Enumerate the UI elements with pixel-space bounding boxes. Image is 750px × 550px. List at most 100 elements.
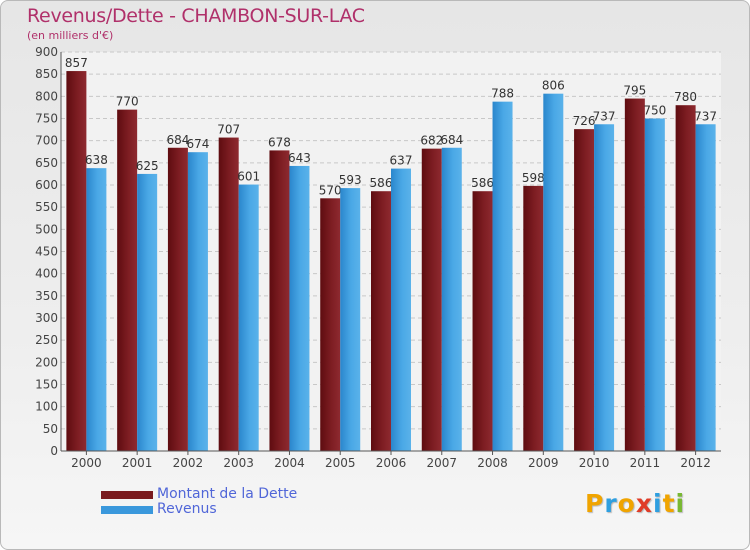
bar-dette <box>675 105 696 451</box>
bar-dette <box>624 98 645 452</box>
data-label: 598 <box>522 171 545 185</box>
logo-letter: x <box>635 489 653 518</box>
bar-dette <box>574 129 595 451</box>
data-label: 780 <box>674 90 697 104</box>
data-label: 643 <box>288 151 311 165</box>
data-label: 684 <box>166 133 189 147</box>
y-tick-label: 100 <box>35 400 58 414</box>
y-tick-label: 750 <box>35 112 58 126</box>
logo-letter: o <box>617 489 636 518</box>
data-label: 570 <box>319 183 342 197</box>
data-label: 601 <box>237 170 260 184</box>
bar-revenus <box>238 184 259 451</box>
bar-revenus <box>644 118 665 451</box>
data-label: 593 <box>339 173 362 187</box>
bar-revenus <box>492 101 513 452</box>
y-tick-label: 400 <box>35 267 58 281</box>
y-tick-label: 900 <box>35 45 58 59</box>
x-tick-label: 2002 <box>173 456 204 470</box>
data-label: 737 <box>694 109 717 123</box>
x-tick-label: 2006 <box>376 456 407 470</box>
data-label: 637 <box>390 154 413 168</box>
x-tick-label: 2004 <box>274 456 305 470</box>
x-tick-label: 2005 <box>325 456 356 470</box>
legend-swatch-dette <box>101 491 153 499</box>
legend-label-dette: Montant de la Dette <box>157 486 298 502</box>
bar-dette <box>371 191 391 451</box>
x-tick-label: 2000 <box>71 456 102 470</box>
data-label: 586 <box>471 176 494 190</box>
bar-dette <box>218 137 239 451</box>
legend-label-revenus: Revenus <box>157 501 217 517</box>
bar-dette <box>117 109 138 451</box>
y-tick-label: 650 <box>35 156 58 170</box>
bar-dette <box>167 147 188 451</box>
bar-dette <box>320 198 341 451</box>
bar-revenus <box>594 124 615 451</box>
x-tick-label: 2001 <box>122 456 153 470</box>
x-tick-label: 2003 <box>223 456 254 470</box>
y-tick-label: 200 <box>35 355 58 369</box>
proxiti-logo: Proxiti <box>585 489 685 518</box>
bar-dette <box>421 148 442 451</box>
data-label: 750 <box>643 104 666 118</box>
bar-revenus <box>543 93 564 451</box>
data-label: 857 <box>65 56 88 70</box>
y-tick-label: 700 <box>35 134 58 148</box>
logo-letter: i <box>653 489 663 518</box>
bar-revenus <box>391 168 411 451</box>
data-label: 678 <box>268 135 291 149</box>
data-label: 707 <box>217 123 240 137</box>
logo-letter: r <box>604 489 618 518</box>
y-tick-label: 800 <box>35 89 58 103</box>
logo-letter: t <box>662 489 676 518</box>
bar-revenus <box>86 168 107 452</box>
chart-title: Revenus/Dette - CHAMBON-SUR-LAC <box>27 5 365 27</box>
y-tick-label: 300 <box>35 311 58 325</box>
y-tick-label: 0 <box>50 444 58 458</box>
data-label: 684 <box>440 133 463 147</box>
y-tick-label: 150 <box>35 378 58 392</box>
bar-revenus <box>340 188 361 451</box>
bar-dette <box>472 191 493 451</box>
data-label: 795 <box>623 84 646 98</box>
bar-revenus <box>441 147 462 451</box>
bar-dette <box>66 71 87 452</box>
data-label: 638 <box>85 153 108 167</box>
chart-subtitle: (en milliers d'€) <box>27 29 114 42</box>
bar-revenus <box>187 152 208 451</box>
data-label: 625 <box>136 159 159 173</box>
bar-revenus <box>695 124 716 451</box>
data-label: 674 <box>186 137 209 151</box>
data-label: 682 <box>420 134 443 148</box>
x-tick-label: 2008 <box>477 456 508 470</box>
data-label: 806 <box>542 79 565 93</box>
y-tick-label: 50 <box>43 422 58 436</box>
legend-swatch-revenus <box>101 506 153 514</box>
y-tick-label: 450 <box>35 245 58 259</box>
x-tick-label: 2011 <box>630 456 661 470</box>
y-tick-label: 500 <box>35 222 58 236</box>
bar-revenus <box>137 173 158 451</box>
x-tick-label: 2009 <box>528 456 559 470</box>
data-label: 586 <box>370 176 393 190</box>
x-tick-label: 2012 <box>680 456 711 470</box>
y-tick-label: 850 <box>35 67 58 81</box>
y-tick-label: 250 <box>35 333 58 347</box>
y-tick-label: 350 <box>35 289 58 303</box>
bar-revenus <box>289 165 310 452</box>
y-tick-label: 550 <box>35 200 58 214</box>
logo-letter: P <box>585 489 605 518</box>
bar-dette <box>523 185 544 452</box>
data-label: 737 <box>593 109 616 123</box>
logo-letter: i <box>675 489 686 518</box>
x-tick-label: 2007 <box>426 456 457 470</box>
x-tick-label: 2010 <box>579 456 610 470</box>
bar-dette <box>269 150 290 452</box>
data-label: 726 <box>573 114 596 128</box>
y-tick-label: 600 <box>35 178 58 192</box>
data-label: 788 <box>491 87 514 101</box>
data-label: 770 <box>116 95 139 109</box>
